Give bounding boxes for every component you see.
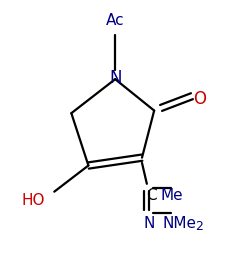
Text: Me: Me — [160, 188, 183, 203]
Text: N: N — [143, 216, 155, 231]
Text: Ac: Ac — [106, 13, 124, 28]
Text: 2: 2 — [196, 220, 203, 233]
Text: NMe: NMe — [163, 216, 197, 231]
Text: HO: HO — [21, 193, 45, 208]
Text: C: C — [146, 188, 156, 203]
Text: N: N — [109, 69, 122, 87]
Text: O: O — [193, 90, 206, 108]
